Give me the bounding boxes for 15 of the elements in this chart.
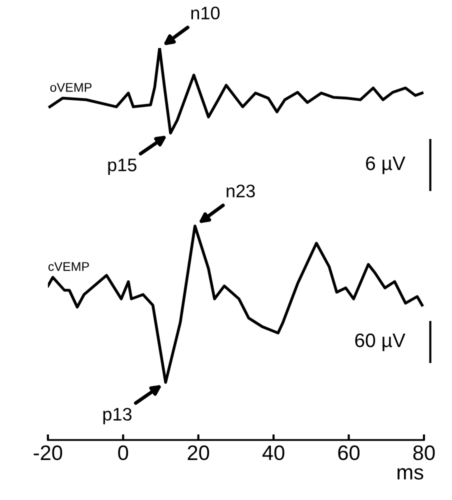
series-label: cVEMP: [48, 262, 89, 271]
annotation: 60 µV: [355, 333, 406, 352]
x-tick-label: 40: [262, 445, 284, 460]
x-axis-title: ms: [398, 468, 424, 480]
x-tick-label: -20: [34, 445, 62, 460]
x-tick-label: 80: [413, 445, 435, 460]
x-tick-label: 20: [188, 445, 210, 460]
x-tick-label: 0: [118, 445, 128, 460]
series-label: oVEMP: [50, 83, 92, 92]
annotation: n23: [226, 184, 255, 198]
x-tick-label: 60: [338, 445, 360, 460]
annotation: p13: [103, 408, 132, 424]
annotation: 6 µV: [366, 156, 406, 174]
annotation: n10: [191, 6, 220, 20]
annotation: p15: [108, 158, 136, 175]
